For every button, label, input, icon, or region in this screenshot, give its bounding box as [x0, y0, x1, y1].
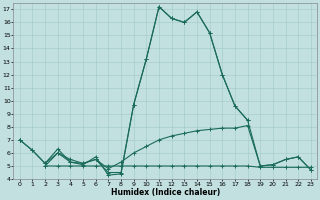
X-axis label: Humidex (Indice chaleur): Humidex (Indice chaleur)	[111, 188, 220, 197]
